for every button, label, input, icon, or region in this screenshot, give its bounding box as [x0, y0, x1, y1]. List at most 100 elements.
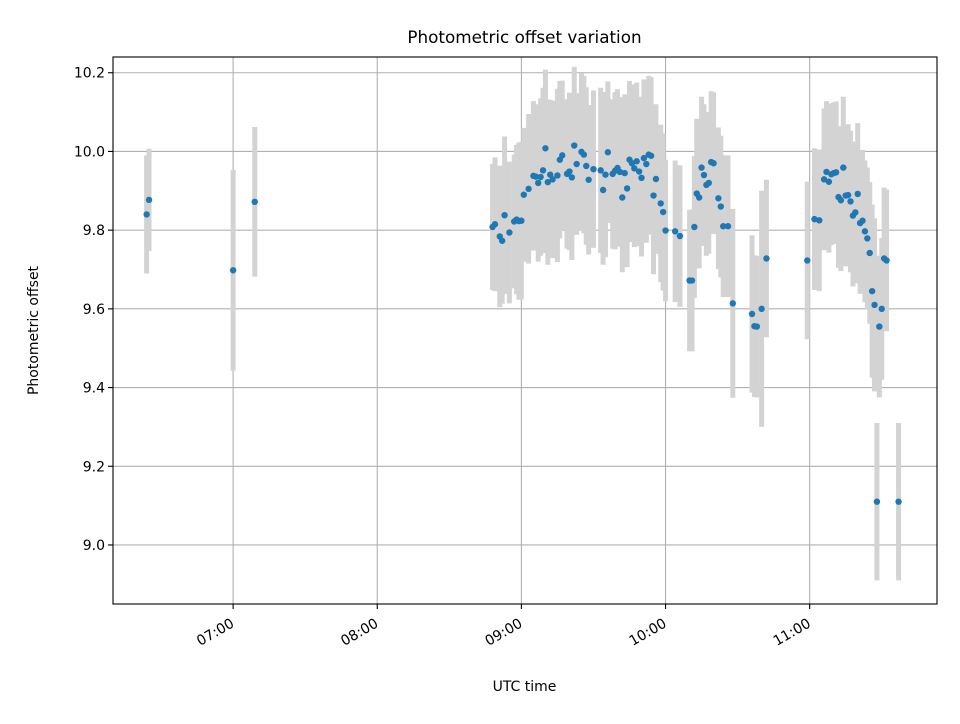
data-point	[501, 211, 508, 219]
data-point	[602, 171, 609, 178]
y-tick-label: 9.0	[83, 538, 105, 554]
data-point	[811, 215, 818, 223]
data-point	[852, 209, 859, 216]
data-point	[837, 197, 845, 204]
data-point	[873, 498, 881, 505]
data-point	[506, 229, 513, 236]
data-point	[621, 169, 628, 177]
data-point	[859, 217, 866, 224]
data-point	[498, 237, 506, 244]
data-point	[847, 198, 854, 205]
data-point	[861, 228, 869, 235]
data-point	[695, 194, 703, 201]
data-point	[549, 176, 556, 183]
data-point	[688, 277, 696, 284]
data-point	[871, 301, 878, 309]
data-point	[525, 185, 532, 193]
data-point	[758, 305, 765, 313]
data-point	[698, 164, 705, 171]
data-point	[599, 186, 607, 194]
y-tick-label: 10.0	[74, 144, 105, 160]
data-point	[878, 305, 885, 313]
y-tick-label: 9.4	[83, 381, 105, 397]
y-tick-label: 9.2	[83, 459, 105, 475]
data-point	[643, 160, 650, 168]
data-point	[583, 162, 590, 170]
data-point	[638, 174, 645, 182]
data-point	[832, 169, 840, 176]
data-point	[539, 167, 547, 174]
data-points	[143, 142, 902, 505]
plot-frame	[112, 56, 938, 605]
y-tick-label: 9.6	[83, 302, 105, 318]
data-point	[491, 221, 499, 228]
data-point	[568, 174, 576, 181]
data-point	[566, 168, 573, 175]
data-point	[585, 176, 592, 183]
x-axis-label: UTC time	[493, 679, 557, 695]
data-point	[537, 173, 544, 181]
data-point	[864, 235, 871, 242]
data-point	[631, 165, 638, 172]
data-point	[616, 168, 624, 176]
data-point	[876, 323, 883, 330]
data-point	[571, 142, 578, 149]
data-point	[535, 179, 542, 187]
data-point	[691, 223, 698, 231]
data-point	[719, 223, 727, 230]
data-point	[717, 203, 724, 210]
y-tick-label: 10.2	[74, 66, 105, 82]
data-point	[251, 198, 258, 206]
data-point	[604, 149, 612, 156]
data-point	[647, 152, 655, 159]
data-point	[580, 151, 588, 158]
data-point	[628, 160, 636, 167]
data-point	[866, 249, 873, 257]
data-point	[597, 167, 604, 174]
data-point	[635, 168, 643, 175]
data-point	[825, 178, 833, 185]
data-point	[715, 195, 722, 202]
y-tick-label: 9.8	[83, 223, 105, 239]
data-point	[763, 255, 770, 262]
data-point	[671, 228, 679, 235]
data-point	[532, 173, 540, 180]
data-point	[640, 154, 648, 162]
data-point	[710, 160, 717, 167]
data-point	[816, 217, 823, 224]
data-point	[729, 300, 737, 307]
data-point	[657, 200, 664, 207]
data-point	[650, 192, 657, 199]
y-axis-label: Photometric offset	[26, 265, 42, 395]
data-point	[518, 217, 525, 224]
data-point	[676, 232, 684, 240]
data-point	[633, 158, 640, 165]
data-point	[820, 176, 828, 183]
data-point	[705, 179, 712, 187]
data-point	[659, 208, 667, 216]
data-point	[724, 223, 732, 230]
data-point	[895, 498, 902, 505]
data-point	[573, 160, 580, 168]
data-point	[753, 323, 761, 330]
data-point	[554, 172, 561, 179]
chart-title: Photometric offset variation	[407, 27, 641, 47]
data-point	[590, 165, 597, 173]
data-point	[547, 171, 554, 178]
data-point	[854, 190, 861, 198]
data-point	[559, 152, 566, 159]
data-point	[844, 191, 852, 199]
data-point	[823, 168, 830, 176]
data-point	[623, 185, 631, 192]
data-point	[868, 287, 876, 295]
data-point	[652, 175, 660, 183]
y-axis-ticks: 9.0 9.2 9.4 9.6 9.8 10.0 10.2	[74, 66, 113, 554]
data-point	[700, 171, 708, 179]
data-point	[840, 164, 847, 171]
data-point	[619, 194, 626, 201]
data-point	[229, 267, 237, 274]
data-point	[748, 310, 756, 318]
data-point	[143, 211, 150, 218]
